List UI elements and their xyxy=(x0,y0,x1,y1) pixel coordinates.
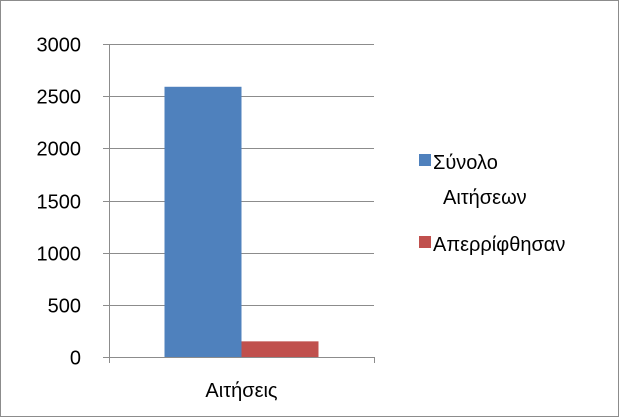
y-tick-label: 1000 xyxy=(37,244,82,266)
legend-label: Απερρίφθησαν xyxy=(433,234,565,256)
tick-labels: 0 500 1000 1500 2000 2500 3000 Αιτήσεις xyxy=(37,35,278,403)
y-tick-label: 1500 xyxy=(37,192,82,214)
legend-label: Αιτήσεων xyxy=(443,187,527,209)
legend-swatch xyxy=(419,154,431,166)
legend-label: Σύνολο xyxy=(433,152,498,174)
legend-swatch xyxy=(419,236,431,248)
y-tick-label: 3000 xyxy=(37,35,82,57)
legend: Σύνολο Αιτήσεων Απερρίφθησαν xyxy=(419,152,565,256)
bar-rejected xyxy=(241,341,319,357)
y-tick-label: 500 xyxy=(48,296,81,318)
x-tick-label: Αιτήσεις xyxy=(205,380,278,402)
y-tick-label: 2500 xyxy=(37,87,82,109)
bar-total-applications xyxy=(164,86,242,357)
y-tick-label: 0 xyxy=(70,348,81,370)
bars xyxy=(164,86,319,357)
axes xyxy=(103,44,375,363)
y-tick-label: 2000 xyxy=(37,139,82,161)
